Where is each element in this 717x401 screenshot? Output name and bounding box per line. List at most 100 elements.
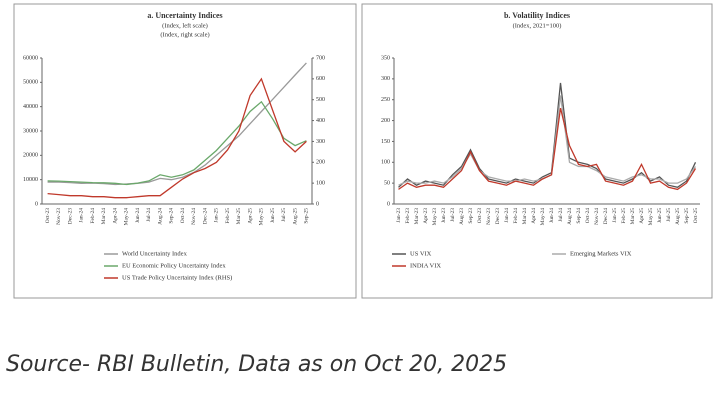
x-tick-label: Feb-24	[513, 208, 519, 224]
x-tick-label: Feb-25	[225, 208, 231, 224]
x-tick-label: Apr-23	[423, 208, 429, 224]
caption: Source- RBI Bulletin, Data as on Oct 20,…	[6, 352, 508, 377]
x-tick-label: Dec-23	[495, 208, 501, 224]
chart-subtitle: (Index, right scale)	[160, 31, 209, 38]
x-tick-label: Jul-24	[146, 208, 152, 222]
y-tick-label: 100	[381, 160, 390, 166]
legend-label: US Trade Policy Uncertainty Index (RHS)	[122, 274, 232, 281]
x-tick-label: Nov-24	[594, 208, 600, 225]
x-tick-label: Oct-23	[45, 208, 51, 224]
y2-tick-label: 600	[316, 76, 325, 82]
panel-border	[13, 3, 357, 299]
x-tick-label: Jun-25	[657, 208, 663, 223]
y-tick-label: 250	[381, 97, 390, 103]
x-tick-label: Jun-25	[270, 208, 276, 223]
x-tick-label: Sep-23	[468, 208, 474, 224]
panel-border	[361, 3, 713, 299]
y2-tick-label: 500	[316, 97, 325, 103]
y-tick-label: 150	[381, 139, 390, 145]
x-tick-label: Jul-25	[666, 208, 672, 222]
y-tick-label: 50	[384, 181, 390, 187]
x-tick-label: May-25	[259, 208, 265, 226]
y2-tick-label: 400	[316, 118, 325, 124]
x-tick-label: Jul-24	[558, 208, 564, 222]
x-tick-label: May-24	[540, 208, 546, 226]
legend-label: INDIA VIX	[410, 262, 441, 269]
y-tick-label: 20000	[23, 153, 38, 159]
x-tick-label: Jan-24	[79, 208, 85, 223]
y-tick-label: 300	[381, 76, 390, 82]
series-line	[398, 107, 697, 191]
x-tick-label: Nov-23	[486, 208, 492, 225]
x-tick-label: Aug-24	[567, 208, 573, 225]
x-tick-label: Nov-24	[191, 208, 197, 225]
chart-title: a. Uncertainty Indices	[147, 11, 222, 20]
chart-subtitle: (Index, 2021=100)	[513, 22, 562, 29]
chart-subtitle: (Index, left scale)	[162, 22, 208, 29]
x-tick-label: Oct-24	[585, 208, 591, 224]
y-tick-label: 60000	[23, 55, 38, 61]
x-tick-label: Sep-24	[576, 208, 582, 224]
x-tick-label: Aug-24	[157, 208, 163, 225]
x-tick-label: Aug-23	[459, 208, 465, 225]
y2-tick-label: 0	[316, 201, 319, 207]
x-tick-label: Apr-24	[531, 208, 537, 224]
x-tick-label: Mar-25	[236, 208, 242, 225]
x-tick-label: Jun-23	[441, 208, 447, 223]
y-tick-label: 350	[381, 55, 390, 61]
x-tick-label: Nov-23	[56, 208, 62, 225]
series-line	[398, 95, 697, 186]
y2-tick-label: 100	[316, 181, 325, 187]
series-line	[47, 100, 307, 186]
x-tick-label: Jan-23	[396, 208, 402, 223]
x-tick-label: Jan-25	[612, 208, 618, 223]
x-tick-label: Sep-25	[304, 208, 310, 224]
legend-label: World Uncertainty Index	[122, 250, 188, 257]
x-tick-label: Jun-24	[135, 208, 141, 223]
x-tick-label: Aug-25	[675, 208, 681, 225]
x-tick-label: Dec-24	[603, 208, 609, 224]
x-tick-label: Jan-25	[214, 208, 220, 223]
series-line	[47, 77, 307, 199]
x-tick-label: Apr-25	[247, 208, 253, 224]
x-tick-label: Aug-25	[292, 208, 298, 225]
x-tick-label: Mar-24	[522, 208, 528, 225]
chart-title: b. Volatility Indices	[504, 11, 570, 20]
legend-label: Emerging Markets VIX	[570, 250, 632, 257]
legend-label: EU Economic Policy Uncertainty Index	[122, 262, 226, 269]
legend-label: US VIX	[410, 250, 432, 257]
x-tick-label: Oct-25	[693, 208, 699, 224]
x-tick-label: Feb-24	[90, 208, 96, 224]
x-tick-label: Jun-24	[549, 208, 555, 223]
x-tick-label: Sep-24	[169, 208, 175, 224]
x-tick-label: Mar-25	[630, 208, 636, 225]
x-tick-label: May-25	[648, 208, 654, 226]
y2-tick-label: 300	[316, 139, 325, 145]
charts: a. Uncertainty Indices (Index, left scale…	[13, 3, 713, 299]
x-tick-label: May-24	[124, 208, 130, 226]
x-tick-label: Jul-23	[450, 208, 456, 222]
y-tick-label: 40000	[23, 104, 38, 110]
y-tick-label: 10000	[23, 177, 38, 183]
x-tick-label: Dec-24	[202, 208, 208, 224]
series-line	[398, 82, 697, 188]
x-tick-label: Mar-23	[414, 208, 420, 225]
y2-tick-label: 700	[316, 55, 325, 61]
y2-tick-label: 200	[316, 160, 325, 166]
series-line	[47, 62, 307, 186]
x-tick-label: Jan-24	[504, 208, 510, 223]
x-tick-label: Oct-24	[180, 208, 186, 224]
x-tick-label: Feb-25	[621, 208, 627, 224]
x-tick-label: Feb-23	[405, 208, 411, 224]
x-tick-label: Sep-25	[684, 208, 690, 224]
x-tick-label: Apr-24	[112, 208, 118, 224]
x-tick-label: Oct-23	[477, 208, 483, 224]
x-tick-label: Mar-24	[101, 208, 107, 225]
y-tick-label: 30000	[23, 128, 38, 134]
y-tick-label: 0	[387, 201, 390, 207]
y-tick-label: 0	[35, 201, 38, 207]
x-tick-label: Jul-25	[281, 208, 287, 222]
x-tick-label: Dec-23	[67, 208, 73, 224]
y-tick-label: 50000	[23, 80, 38, 86]
